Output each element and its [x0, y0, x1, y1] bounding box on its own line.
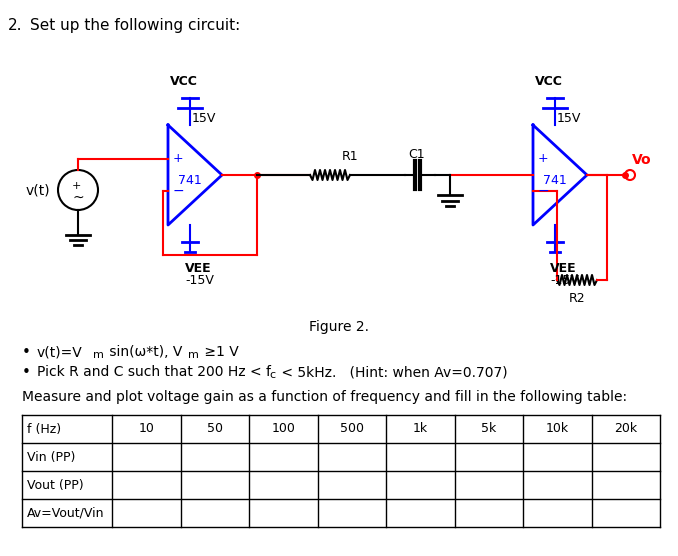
- Text: C1: C1: [409, 148, 425, 161]
- Text: 500: 500: [340, 423, 364, 435]
- Text: 20k: 20k: [614, 423, 637, 435]
- Text: R1: R1: [342, 151, 358, 163]
- Text: -15V: -15V: [185, 274, 214, 287]
- Text: 741: 741: [178, 173, 202, 186]
- Text: < 5kHz.   (Hint: when Av=0.707): < 5kHz. (Hint: when Av=0.707): [277, 365, 508, 379]
- Text: +: +: [173, 152, 184, 166]
- Text: m: m: [188, 350, 199, 360]
- Text: 100: 100: [271, 423, 295, 435]
- Text: 15V: 15V: [192, 112, 216, 125]
- Text: Figure 2.: Figure 2.: [309, 320, 369, 334]
- Text: 10: 10: [138, 423, 154, 435]
- Text: VEE: VEE: [185, 262, 212, 275]
- Text: Vin (PP): Vin (PP): [27, 450, 75, 464]
- Text: m: m: [93, 350, 104, 360]
- Text: 1k: 1k: [413, 423, 428, 435]
- Text: 741: 741: [543, 173, 567, 186]
- Text: c: c: [269, 370, 275, 380]
- Text: Av=Vout/Vin: Av=Vout/Vin: [27, 507, 104, 519]
- Text: −: −: [538, 184, 550, 198]
- Text: Vo: Vo: [632, 153, 652, 167]
- Text: VEE: VEE: [550, 262, 576, 275]
- Text: VCC: VCC: [170, 75, 198, 88]
- Text: 10k: 10k: [546, 423, 569, 435]
- Text: 2.: 2.: [8, 18, 22, 33]
- Text: VCC: VCC: [535, 75, 563, 88]
- Text: -15V: -15V: [550, 274, 579, 287]
- Text: ≥1 V: ≥1 V: [200, 345, 239, 359]
- Text: +: +: [538, 152, 549, 166]
- Text: +: +: [72, 181, 81, 191]
- Text: ~: ~: [72, 191, 83, 205]
- Text: Pick R and C such that 200 Hz < f: Pick R and C such that 200 Hz < f: [37, 365, 271, 379]
- Text: sin(ω*t), V: sin(ω*t), V: [105, 345, 182, 359]
- Text: Set up the following circuit:: Set up the following circuit:: [30, 18, 240, 33]
- Text: •: •: [22, 345, 31, 360]
- Text: R2: R2: [569, 291, 585, 305]
- Text: Measure and plot voltage gain as a function of frequency and fill in the followi: Measure and plot voltage gain as a funct…: [22, 390, 627, 404]
- Text: 15V: 15V: [557, 112, 581, 125]
- Text: 5k: 5k: [481, 423, 496, 435]
- Text: •: •: [22, 365, 31, 380]
- Text: v(t): v(t): [25, 183, 50, 197]
- Text: Vout (PP): Vout (PP): [27, 479, 83, 492]
- Text: 50: 50: [207, 423, 223, 435]
- Text: −: −: [173, 184, 184, 198]
- Text: v(t)=V: v(t)=V: [37, 345, 83, 359]
- Text: f (Hz): f (Hz): [27, 423, 61, 435]
